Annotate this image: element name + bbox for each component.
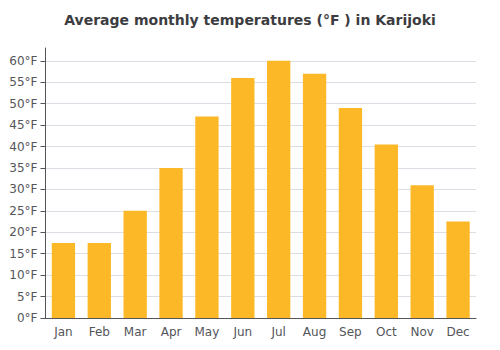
svg-text:45°F: 45°F [9,118,37,132]
svg-text:30°F: 30°F [9,182,37,196]
svg-text:60°F: 60°F [9,54,37,68]
svg-text:Jan: Jan [53,325,73,339]
svg-text:Jul: Jul [270,325,285,339]
svg-text:15°F: 15°F [9,247,37,261]
svg-text:Feb: Feb [89,325,110,339]
svg-text:5°F: 5°F [17,290,38,304]
svg-text:50°F: 50°F [9,97,37,111]
svg-text:May: May [195,325,220,339]
svg-text:Mar: Mar [124,325,147,339]
svg-text:0°F: 0°F [17,311,38,325]
svg-text:25°F: 25°F [9,204,37,218]
svg-text:35°F: 35°F [9,161,37,175]
svg-text:40°F: 40°F [9,140,37,154]
svg-text:10°F: 10°F [9,268,37,282]
svg-text:Oct: Oct [376,325,397,339]
svg-text:55°F: 55°F [9,75,37,89]
svg-text:Average monthly temperatures (: Average monthly temperatures (°F ) in Ka… [64,12,436,28]
svg-text:Jun: Jun [232,325,252,339]
svg-text:Nov: Nov [410,325,433,339]
svg-text:20°F: 20°F [9,225,37,239]
svg-text:Sep: Sep [339,325,362,339]
svg-text:Aug: Aug [303,325,326,339]
svg-text:Dec: Dec [446,325,469,339]
svg-text:Apr: Apr [161,325,182,339]
